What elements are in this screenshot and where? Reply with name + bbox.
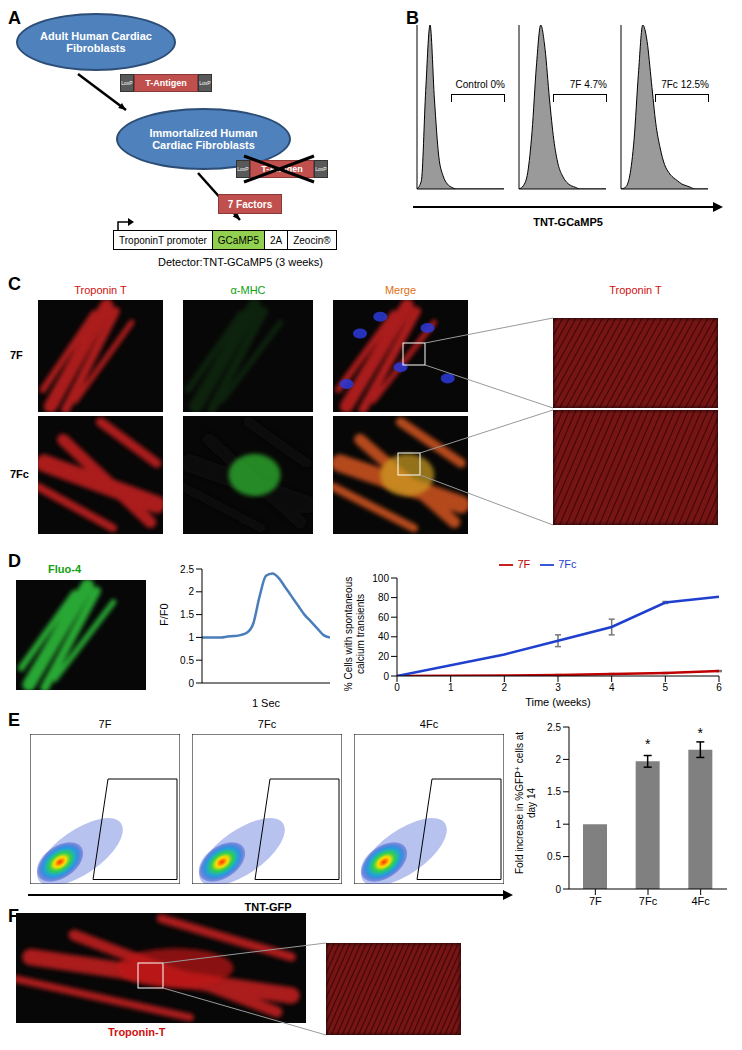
svg-text:2.5: 2.5 [180, 564, 194, 575]
html-text:7Fc: 7Fc [10, 468, 29, 480]
html-text:α-MHC: α-MHC [230, 284, 266, 296]
svg-text:1: 1 [448, 682, 454, 693]
html-text:Fluo-4: Fluo-4 [48, 563, 81, 575]
html-text:Troponin T: Troponin T [74, 284, 127, 296]
svg-text:80: 80 [378, 592, 390, 603]
svg-text:6: 6 [716, 682, 722, 693]
svg-text:4Fc: 4Fc [691, 895, 710, 907]
html-text:Troponin-T: Troponin-T [108, 1026, 166, 1038]
svg-text:Time (weeks): Time (weeks) [525, 696, 591, 708]
html-text:7F: 7F [98, 718, 112, 730]
svg-text:40: 40 [378, 631, 390, 642]
svg-text:0.5: 0.5 [547, 851, 561, 862]
html-text:Troponin T: Troponin T [609, 284, 662, 296]
svg-text:1.5: 1.5 [180, 609, 194, 620]
html-text:Control 0%: Control 0% [455, 78, 505, 90]
html-text:7Fc: 7Fc [558, 558, 577, 570]
html-text:GCaMP5: GCaMP5 [217, 234, 259, 246]
html-text:Zeocin®: Zeocin® [293, 234, 331, 246]
svg-text:7Fc: 7Fc [639, 895, 658, 907]
html-text:B: B [406, 8, 419, 28]
html-text:F: F [8, 906, 19, 926]
svg-text:1: 1 [188, 632, 194, 643]
svg-text:60: 60 [378, 612, 390, 623]
html-text:TNT-GFP: TNT-GFP [244, 901, 292, 913]
svg-text:1 Sec: 1 Sec [252, 697, 281, 709]
svg-text:0.5: 0.5 [180, 655, 194, 666]
html-text:7F 4.7%: 7F 4.7% [569, 78, 607, 90]
svg-text:100: 100 [372, 573, 389, 584]
html-text:Merge: Merge [384, 284, 417, 296]
svg-text:7F: 7F [589, 895, 602, 907]
svg-text:2: 2 [502, 682, 508, 693]
svg-text:0: 0 [188, 678, 194, 689]
svg-text:*: * [698, 725, 704, 741]
html-text:7Fc: 7Fc [257, 718, 277, 730]
html-text:7 Factors: 7 Factors [227, 198, 273, 210]
svg-text:0: 0 [394, 682, 400, 693]
svg-text:5: 5 [663, 682, 669, 693]
html-text:Detector:TNT-GCaMP5 (3 weeks): Detector:TNT-GCaMP5 (3 weeks) [158, 256, 323, 268]
html-text:E: E [8, 710, 20, 730]
html-text:4Fc: 4Fc [419, 718, 439, 730]
html-text:T-Antigen: T-Antigen [261, 164, 303, 174]
html-text:% Cells with spontaneous calci: % Cells with spontaneous calcium transie… [342, 576, 365, 692]
svg-text:2: 2 [188, 586, 194, 597]
svg-text:0: 0 [383, 671, 389, 682]
html-text:2A: 2A [270, 234, 283, 246]
html-text:C: C [8, 274, 21, 294]
html-text:LoxP: LoxP [237, 166, 249, 172]
html-text:Fold increase in %GFP⁺ cells a: Fold increase in %GFP⁺ cells at day 14 [513, 732, 536, 874]
svg-text:1.5: 1.5 [547, 786, 561, 797]
html-text:LoxP: LoxP [199, 80, 211, 86]
svg-text:2.5: 2.5 [547, 722, 561, 733]
svg-text:*: * [645, 736, 651, 752]
html-text:7F: 7F [10, 349, 23, 361]
html-text:T-Antigen: T-Antigen [145, 78, 187, 88]
svg-text:4: 4 [609, 682, 615, 693]
html-text:7F: 7F [517, 558, 531, 570]
html-text:Adult Human Cardiac Fibroblast: Adult Human Cardiac Fibroblasts [40, 30, 152, 54]
html-text:TroponinT promoter: TroponinT promoter [119, 234, 207, 246]
html-text:LoxP: LoxP [315, 166, 327, 172]
html-text:A: A [8, 8, 21, 28]
html-text:D: D [8, 551, 21, 571]
html-text:7Fc 12.5%: 7Fc 12.5% [661, 78, 709, 90]
html-text:TNT-GCaMP5: TNT-GCaMP5 [533, 216, 603, 228]
html-text:LoxP: LoxP [121, 80, 133, 86]
svg-text:3: 3 [555, 682, 561, 693]
svg-text:2: 2 [555, 754, 561, 765]
svg-text:F/F0: F/F0 [158, 603, 170, 626]
svg-text:0: 0 [555, 884, 561, 895]
svg-text:1: 1 [555, 819, 561, 830]
html-text:Immortalized Human Cardiac Fib: Immortalized Human Cardiac Fibroblasts [149, 127, 258, 151]
svg-text:20: 20 [378, 651, 390, 662]
